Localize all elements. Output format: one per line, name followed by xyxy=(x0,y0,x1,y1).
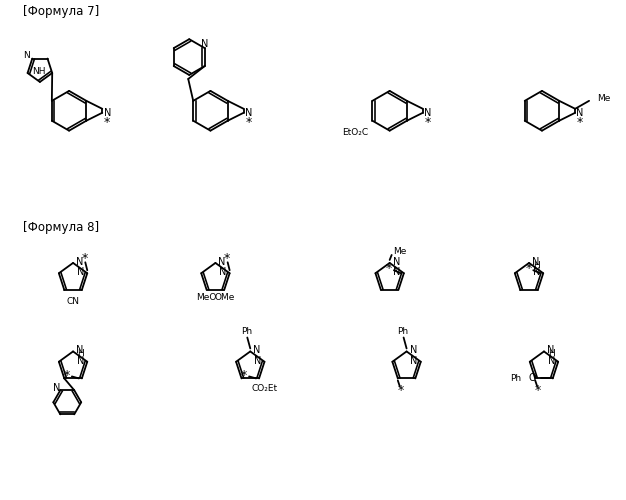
Text: H: H xyxy=(78,350,85,358)
Text: Me: Me xyxy=(393,248,406,256)
Text: N: N xyxy=(411,356,418,366)
Text: *: * xyxy=(525,262,531,275)
Text: *: * xyxy=(241,369,247,382)
Text: *: * xyxy=(577,116,583,129)
Text: N: N xyxy=(77,267,85,277)
Text: H: H xyxy=(548,350,555,358)
Text: NH: NH xyxy=(33,66,46,76)
Text: N: N xyxy=(218,257,226,267)
Text: H: H xyxy=(533,261,540,270)
Text: N: N xyxy=(532,257,540,267)
Text: N: N xyxy=(254,346,260,356)
Text: N: N xyxy=(201,39,208,49)
Text: N: N xyxy=(394,267,401,277)
Text: N: N xyxy=(577,108,584,118)
Text: N: N xyxy=(547,346,555,356)
Text: *: * xyxy=(223,252,230,265)
Text: MeO: MeO xyxy=(196,294,216,302)
Text: N: N xyxy=(53,383,60,393)
Text: O: O xyxy=(528,374,536,384)
Text: N: N xyxy=(254,356,262,366)
Text: N: N xyxy=(76,346,83,356)
Text: N: N xyxy=(548,356,555,366)
Text: *: * xyxy=(245,116,252,129)
Text: *: * xyxy=(104,116,110,129)
Text: *: * xyxy=(398,384,404,397)
Text: Ph: Ph xyxy=(241,327,252,336)
Text: N: N xyxy=(409,346,417,356)
Text: *: * xyxy=(64,369,70,382)
Text: *: * xyxy=(424,116,431,129)
Text: N: N xyxy=(24,51,30,60)
Text: [Формула 8]: [Формула 8] xyxy=(23,220,100,234)
Text: Me: Me xyxy=(597,94,610,104)
Text: *: * xyxy=(81,252,88,265)
Text: N: N xyxy=(424,108,431,118)
Text: CO₂Et: CO₂Et xyxy=(252,384,277,393)
Text: N: N xyxy=(533,267,540,277)
Text: N: N xyxy=(219,267,227,277)
Text: *: * xyxy=(386,262,392,275)
Text: N: N xyxy=(245,108,252,118)
Text: [Формула 7]: [Формула 7] xyxy=(23,5,100,18)
Text: N: N xyxy=(103,108,111,118)
Text: EtO₂C: EtO₂C xyxy=(342,128,367,137)
Text: Ph: Ph xyxy=(510,374,521,383)
Text: N: N xyxy=(76,257,83,267)
Text: N: N xyxy=(77,356,85,366)
Text: Ph: Ph xyxy=(397,327,408,336)
Text: CN: CN xyxy=(66,297,80,306)
Text: *: * xyxy=(535,384,541,397)
Text: OMe: OMe xyxy=(215,294,235,302)
Text: N: N xyxy=(393,257,400,267)
